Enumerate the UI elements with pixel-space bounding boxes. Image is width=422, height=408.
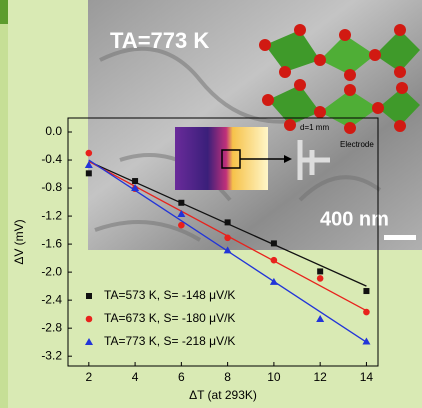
y-axis-label: ΔV (mV) [12, 219, 26, 264]
legend-label: TA=673 K, S= -180 μV/K [104, 311, 235, 325]
plot-frame [67, 117, 379, 367]
data-point [317, 268, 324, 275]
legend-marker [85, 315, 93, 323]
x-tick-label: 10 [267, 370, 281, 384]
corner-mark [0, 0, 8, 24]
y-tick-label: -0.4 [41, 152, 62, 166]
data-point [362, 337, 371, 345]
y-tick-label: -2.4 [41, 292, 62, 306]
x-tick-label: 8 [224, 370, 231, 384]
data-point [131, 184, 140, 192]
y-tick-label: -3.2 [41, 348, 62, 362]
data-point [85, 170, 92, 177]
data-point [85, 149, 93, 157]
data-point [132, 178, 139, 185]
side-strip [0, 0, 8, 408]
x-axis-label: ΔT (at 293K) [189, 388, 257, 402]
y-tick-label: -1.6 [41, 236, 62, 250]
annotation: Electrode [340, 140, 374, 149]
sem-image [88, 0, 422, 250]
x-tick-label: 12 [313, 370, 327, 384]
annotation: TA=773 K [110, 28, 209, 53]
annotation: d=1 mm [300, 123, 329, 132]
annotation: 400 nm [320, 208, 389, 230]
x-tick-label: 6 [178, 370, 185, 384]
data-point [84, 160, 93, 168]
data-point [177, 209, 186, 217]
legend-marker [86, 293, 92, 299]
data-point [363, 288, 370, 295]
x-tick-label: 14 [360, 370, 374, 384]
scale-bar [384, 235, 416, 240]
y-tick-label: -2.8 [41, 320, 62, 334]
legend-label: TA=573 K, S= -148 μV/K [104, 288, 235, 302]
data-point [224, 219, 231, 226]
data-point [316, 275, 324, 282]
legend-marker [85, 338, 93, 345]
data-point [178, 199, 185, 206]
y-tick-label: 0.0 [45, 124, 62, 138]
y-tick-label: -0.8 [41, 180, 62, 194]
data-point [316, 315, 325, 323]
data-point [178, 221, 185, 229]
y-tick-label: -2.0 [41, 264, 62, 278]
data-point [224, 234, 231, 242]
data-point [363, 308, 370, 316]
data-point [270, 240, 277, 247]
y-tick-label: -1.2 [41, 208, 62, 222]
arrowhead [284, 155, 292, 163]
legend-label: TA=773 K, S= -218 μV/K [104, 334, 235, 348]
data-point [269, 277, 278, 285]
data-point [223, 246, 232, 254]
x-tick-label: 4 [132, 370, 139, 384]
x-tick-label: 2 [85, 370, 92, 384]
data-point [270, 256, 278, 264]
electrode [297, 140, 330, 180]
